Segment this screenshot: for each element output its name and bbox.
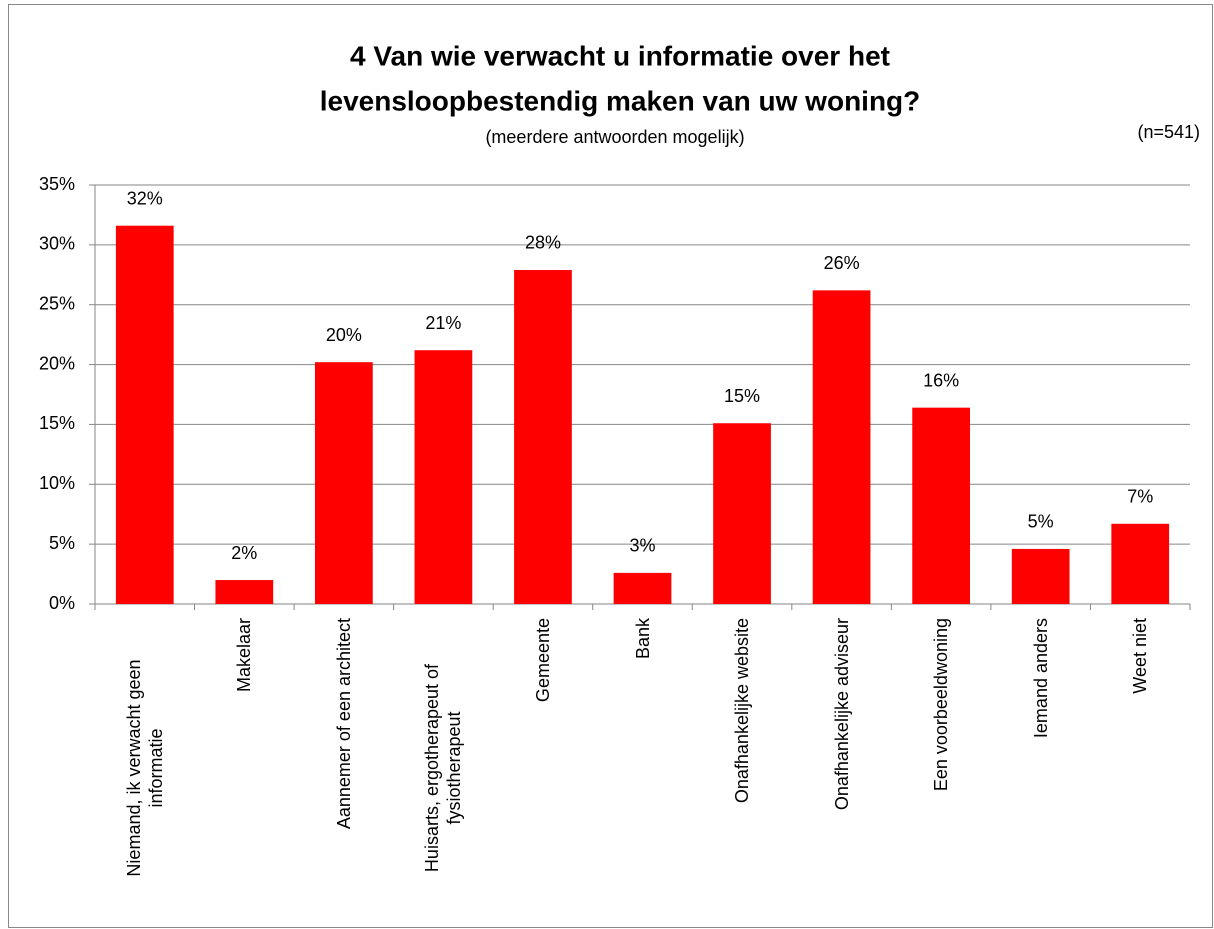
- bar: [215, 580, 274, 604]
- chart-subtitle: (meerdere antwoorden mogelijk): [485, 127, 744, 147]
- x-tick-label-text: Huisarts, ergotherapeut of fysiotherapeu…: [422, 663, 465, 873]
- value-label: 21%: [425, 313, 461, 333]
- value-label: 3%: [629, 536, 655, 556]
- y-tick-label: 0%: [49, 593, 75, 613]
- bar: [912, 407, 971, 604]
- x-tick-label-text: Aannemer of een architect: [333, 618, 354, 830]
- x-tick-label-text: Onafhankelijke adviseur: [831, 618, 852, 811]
- x-tick-label-text: Makelaar: [234, 618, 255, 693]
- bar: [1111, 523, 1170, 604]
- x-tick-label: Aannemer of een architect: [333, 618, 355, 918]
- y-tick-label: 10%: [39, 473, 75, 493]
- y-tick-label: 15%: [39, 413, 75, 433]
- bar: [115, 225, 174, 604]
- x-tick-label-text: Niemand, ik verwacht geen informatie: [123, 659, 166, 877]
- x-tick-label: Een voorbeeldwoning: [930, 618, 952, 918]
- x-tick-label: Huisarts, ergotherapeut of fysiotherapeu…: [421, 618, 465, 918]
- chart-title: levensloopbestendig maken van uw woning?: [320, 85, 921, 116]
- y-tick-label: 30%: [39, 234, 75, 254]
- bar: [812, 290, 871, 604]
- bar: [314, 362, 373, 604]
- y-tick-label: 5%: [49, 533, 75, 553]
- x-tick-label: Gemeente: [532, 618, 554, 918]
- bar: [414, 350, 473, 604]
- value-label: 32%: [127, 188, 163, 208]
- value-label: 7%: [1127, 487, 1153, 507]
- chart-title: 4 Van wie verwacht u informatie over het: [350, 40, 890, 71]
- x-tick-label-text: Onafhankelijke website: [732, 618, 753, 804]
- value-label: 28%: [525, 233, 561, 253]
- x-tick-label-text: Iemand anders: [1030, 618, 1051, 739]
- x-tick-label: Weet niet: [1129, 618, 1151, 918]
- x-tick-label: Onafhankelijke website: [731, 618, 753, 918]
- x-tick-label-text: Bank: [632, 618, 653, 660]
- value-label: 20%: [326, 325, 362, 345]
- value-label: 16%: [923, 370, 959, 390]
- value-label: 26%: [824, 253, 860, 273]
- value-label: 15%: [724, 386, 760, 406]
- y-tick-label: 35%: [39, 174, 75, 194]
- value-label: 5%: [1028, 512, 1054, 532]
- x-tick-label-text: Een voorbeeldwoning: [931, 618, 952, 792]
- x-tick-label: Makelaar: [233, 618, 255, 918]
- bar: [1011, 548, 1070, 604]
- bar: [713, 423, 771, 604]
- bar: [514, 269, 572, 604]
- frame: [8, 4, 1213, 928]
- value-label: 2%: [231, 543, 257, 563]
- bar: [613, 572, 672, 604]
- y-tick-label: 20%: [39, 353, 75, 373]
- x-tick-label: Onafhankelijke adviseur: [831, 618, 853, 918]
- x-tick-label: Niemand, ik verwacht geen informatie: [123, 618, 167, 918]
- x-tick-label-text: Gemeente: [532, 618, 553, 703]
- x-tick-label: Bank: [632, 618, 654, 918]
- annotation: (n=541): [1137, 122, 1200, 142]
- x-tick-label: Iemand anders: [1030, 618, 1052, 918]
- y-tick-label: 25%: [39, 293, 75, 313]
- x-tick-label-text: Weet niet: [1130, 618, 1151, 694]
